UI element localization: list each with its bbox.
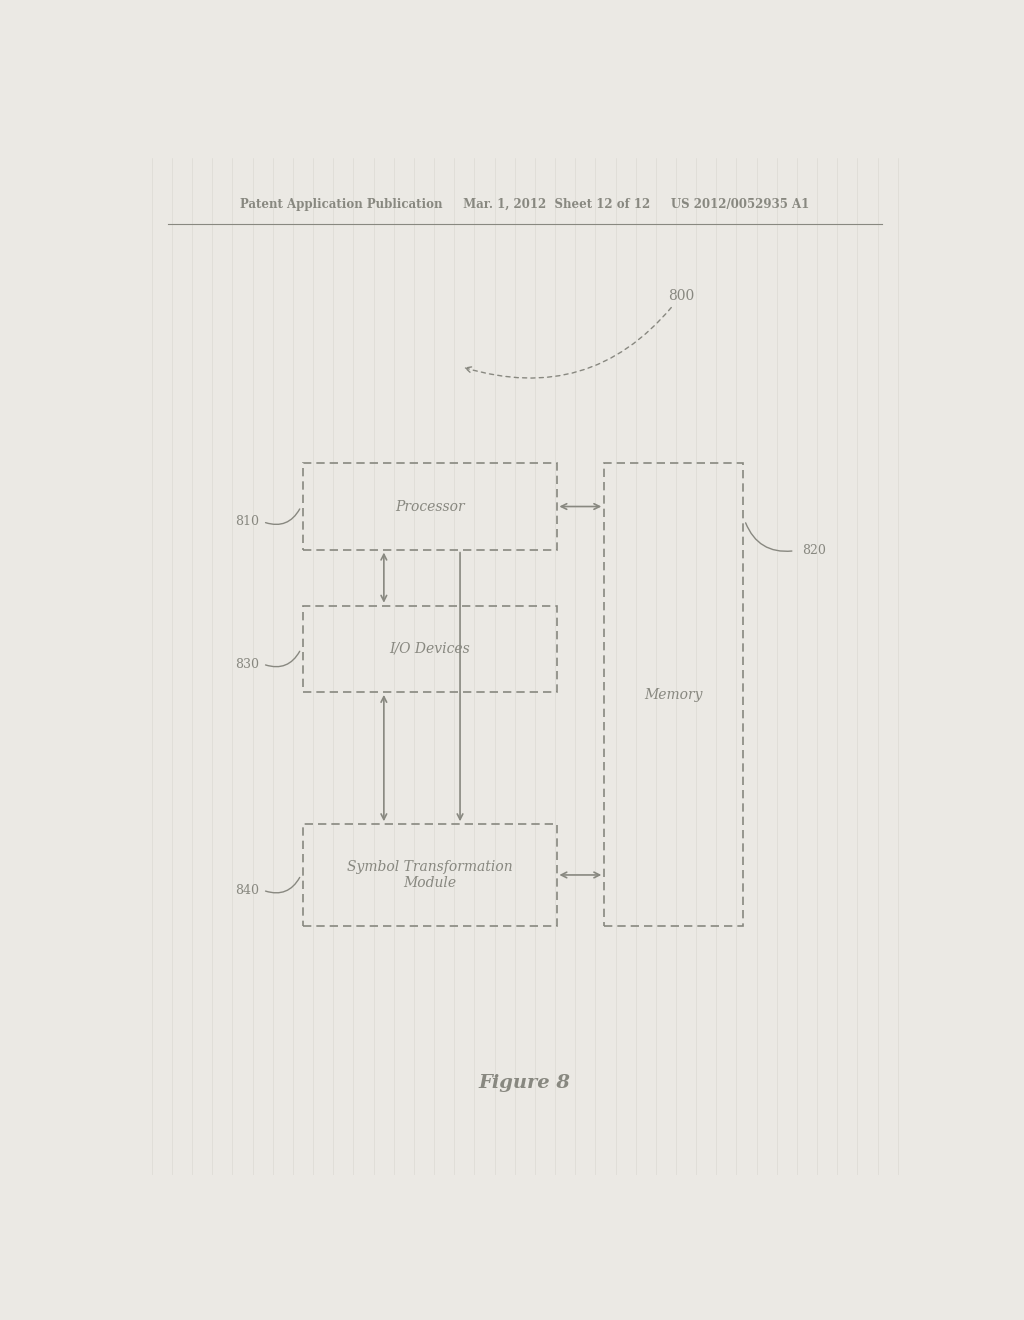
Text: Processor: Processor [395,499,464,513]
Text: Symbol Transformation
Module: Symbol Transformation Module [347,859,512,890]
Text: Figure 8: Figure 8 [479,1074,570,1093]
Text: 800: 800 [466,289,694,378]
Text: Memory: Memory [644,688,702,701]
Text: Patent Application Publication     Mar. 1, 2012  Sheet 12 of 12     US 2012/0052: Patent Application Publication Mar. 1, 2… [241,198,809,211]
Text: 820: 820 [803,544,826,557]
Text: 830: 830 [234,657,259,671]
Text: 810: 810 [234,515,259,528]
Text: I/O Devices: I/O Devices [389,642,470,656]
Text: 840: 840 [234,883,259,896]
